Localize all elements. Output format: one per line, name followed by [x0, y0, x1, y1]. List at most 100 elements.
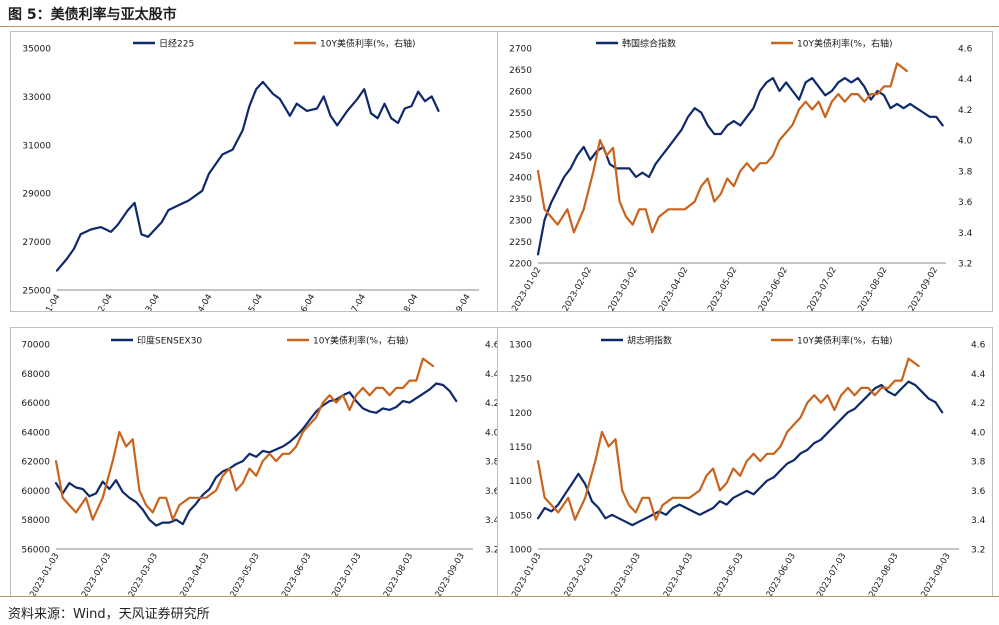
- x-tick-5: 2023-06-04: [284, 293, 317, 312]
- x-tick-4: 2023-05-02: [706, 266, 739, 312]
- series-line-0: [55, 80, 440, 272]
- y-tick-right-5: 4.2: [485, 399, 497, 409]
- y-tick-left-3: 1150: [509, 443, 532, 453]
- legend-label-0: 胡志明指数: [627, 335, 672, 347]
- y-tick-right-0: 3.2: [485, 546, 497, 556]
- x-tick-4: 2023-05-03: [228, 552, 261, 597]
- x-tick-7: 2023-08-03: [867, 552, 900, 597]
- series-line-1: [536, 62, 908, 234]
- title-rule: [0, 26, 999, 27]
- x-tick-2: 2023-03-03: [127, 552, 160, 597]
- source-note: 资料来源：Wind，天风证券研究所: [8, 607, 210, 622]
- y-tick-right-3: 3.8: [485, 458, 497, 468]
- y-tick-left-4: 1200: [509, 409, 532, 419]
- x-tick-1: 2023-02-02: [561, 266, 594, 312]
- y-tick-left-3: 31000: [22, 141, 51, 151]
- x-tick-6: 2023-07-04: [335, 293, 368, 312]
- x-tick-1: 2023-02-03: [562, 552, 595, 597]
- y-tick-left-1: 1050: [509, 511, 532, 521]
- x-tick-8: 2023-09-02: [907, 266, 940, 312]
- chart-panel-kospi: 2200 2250 2300 2350 2400 2450 2500 2550 2600 2650…: [497, 31, 993, 312]
- y-tick-left-7: 70000: [21, 341, 50, 351]
- x-tick-6: 2023-07-03: [815, 552, 848, 597]
- series-line-0: [54, 382, 458, 527]
- y-tick-left-6: 2500: [509, 131, 532, 141]
- y-tick-left-0: 25000: [22, 287, 51, 297]
- y-tick-left-6: 1300: [509, 341, 532, 351]
- x-tick-6: 2023-07-03: [330, 552, 363, 597]
- y-tick-left-5: 2450: [509, 152, 532, 162]
- y-tick-right-5: 4.2: [971, 399, 985, 409]
- y-tick-right-6: 4.4: [485, 370, 497, 380]
- x-tick-4: 2023-05-03: [712, 552, 745, 597]
- y-tick-right-2: 3.6: [971, 487, 986, 497]
- y-tick-right-2: 3.6: [485, 487, 497, 497]
- x-tick-4: 2023-05-04: [232, 293, 265, 312]
- y-tick-left-4: 33000: [22, 93, 51, 103]
- x-tick-2: 2023-03-03: [610, 552, 643, 597]
- y-tick-right-0: 3.2: [958, 260, 972, 270]
- y-tick-left-0: 56000: [21, 546, 50, 556]
- y-tick-right-5: 4.2: [958, 106, 972, 116]
- series-line-0: [536, 76, 944, 256]
- x-tick-0: 2023-01-03: [510, 552, 543, 597]
- y-tick-right-7: 4.6: [971, 341, 986, 351]
- x-tick-3: 2023-04-02: [657, 266, 690, 312]
- y-tick-right-1: 3.4: [485, 516, 497, 526]
- x-tick-8: 2023-09-04: [439, 293, 472, 312]
- y-tick-left-5: 35000: [22, 45, 51, 55]
- x-tick-0: 2023-01-03: [28, 552, 61, 597]
- y-tick-left-3: 62000: [21, 458, 50, 468]
- y-tick-right-4: 4.0: [971, 428, 986, 438]
- x-tick-0: 2023-01-02: [510, 266, 543, 312]
- y-tick-right-6: 4.4: [958, 75, 973, 85]
- y-tick-left-2: 29000: [22, 190, 51, 200]
- y-tick-left-2: 2300: [509, 217, 532, 227]
- y-tick-right-7: 4.6: [958, 45, 973, 55]
- legend-label-0: 韩国综合指数: [622, 38, 676, 50]
- y-tick-right-4: 4.0: [485, 428, 497, 438]
- y-tick-right-7: 4.6: [485, 341, 497, 351]
- y-tick-left-10: 2700: [509, 45, 532, 55]
- x-tick-3: 2023-04-03: [662, 552, 695, 597]
- y-tick-left-0: 2200: [509, 260, 532, 270]
- y-tick-left-8: 2600: [509, 88, 532, 98]
- y-tick-left-5: 66000: [21, 399, 50, 409]
- x-tick-7: 2023-08-02: [856, 266, 889, 312]
- x-tick-5: 2023-06-03: [765, 552, 798, 597]
- y-tick-right-2: 3.6: [958, 198, 973, 208]
- y-tick-right-0: 3.2: [971, 546, 985, 556]
- chart-panel-nikkei: 2500027000290003100033000350002023-01-04…: [10, 31, 498, 312]
- y-tick-left-4: 2400: [509, 174, 532, 184]
- x-tick-5: 2023-06-02: [757, 266, 790, 312]
- x-tick-2: 2023-03-04: [129, 293, 162, 312]
- x-tick-7: 2023-08-03: [382, 552, 415, 597]
- chart-panel-sensex: 56000 58000 60000 62000 64000 66000 68000 70000…: [10, 327, 498, 597]
- y-tick-left-1: 58000: [21, 516, 50, 526]
- legend-label-1: 10Y美债利率(%，右轴): [797, 335, 893, 347]
- legend-label-0: 日经225: [159, 38, 194, 50]
- legend-label-0: 印度SENSEX30: [137, 335, 202, 347]
- x-tick-8: 2023-09-03: [919, 552, 952, 597]
- chart-panel-vnindex: 1000 1050 1100 1150 1200 1250 1300 3.2 3.4 3.6 3.8…: [497, 327, 993, 597]
- chart-svg-sensex: 56000 58000 60000 62000 64000 66000 68000 70000…: [21, 335, 497, 597]
- y-tick-right-4: 4.0: [958, 137, 973, 147]
- y-tick-left-9: 2650: [509, 66, 532, 76]
- y-tick-left-0: 1000: [509, 546, 532, 556]
- x-tick-5: 2023-06-03: [280, 552, 313, 597]
- figure-title: 图 5：美债利率与亚太股市: [8, 7, 177, 23]
- series-line-1: [536, 357, 920, 521]
- legend-label-1: 10Y美债利率(%，右轴): [797, 38, 893, 50]
- y-tick-left-5: 1250: [509, 375, 532, 385]
- x-tick-3: 2023-04-03: [178, 552, 211, 597]
- y-tick-right-1: 3.4: [971, 516, 986, 526]
- y-tick-right-1: 3.4: [958, 229, 973, 239]
- chart-svg-kospi: 2200 2250 2300 2350 2400 2450 2500 2550 2600 2650…: [509, 38, 973, 312]
- y-tick-left-2: 60000: [21, 487, 50, 497]
- y-tick-left-6: 68000: [21, 370, 50, 380]
- series-line-0: [536, 380, 944, 527]
- x-tick-7: 2023-08-04: [387, 293, 420, 312]
- x-tick-1: 2023-02-04: [82, 293, 115, 312]
- y-tick-left-3: 2350: [509, 195, 532, 205]
- source-rule: [0, 596, 999, 597]
